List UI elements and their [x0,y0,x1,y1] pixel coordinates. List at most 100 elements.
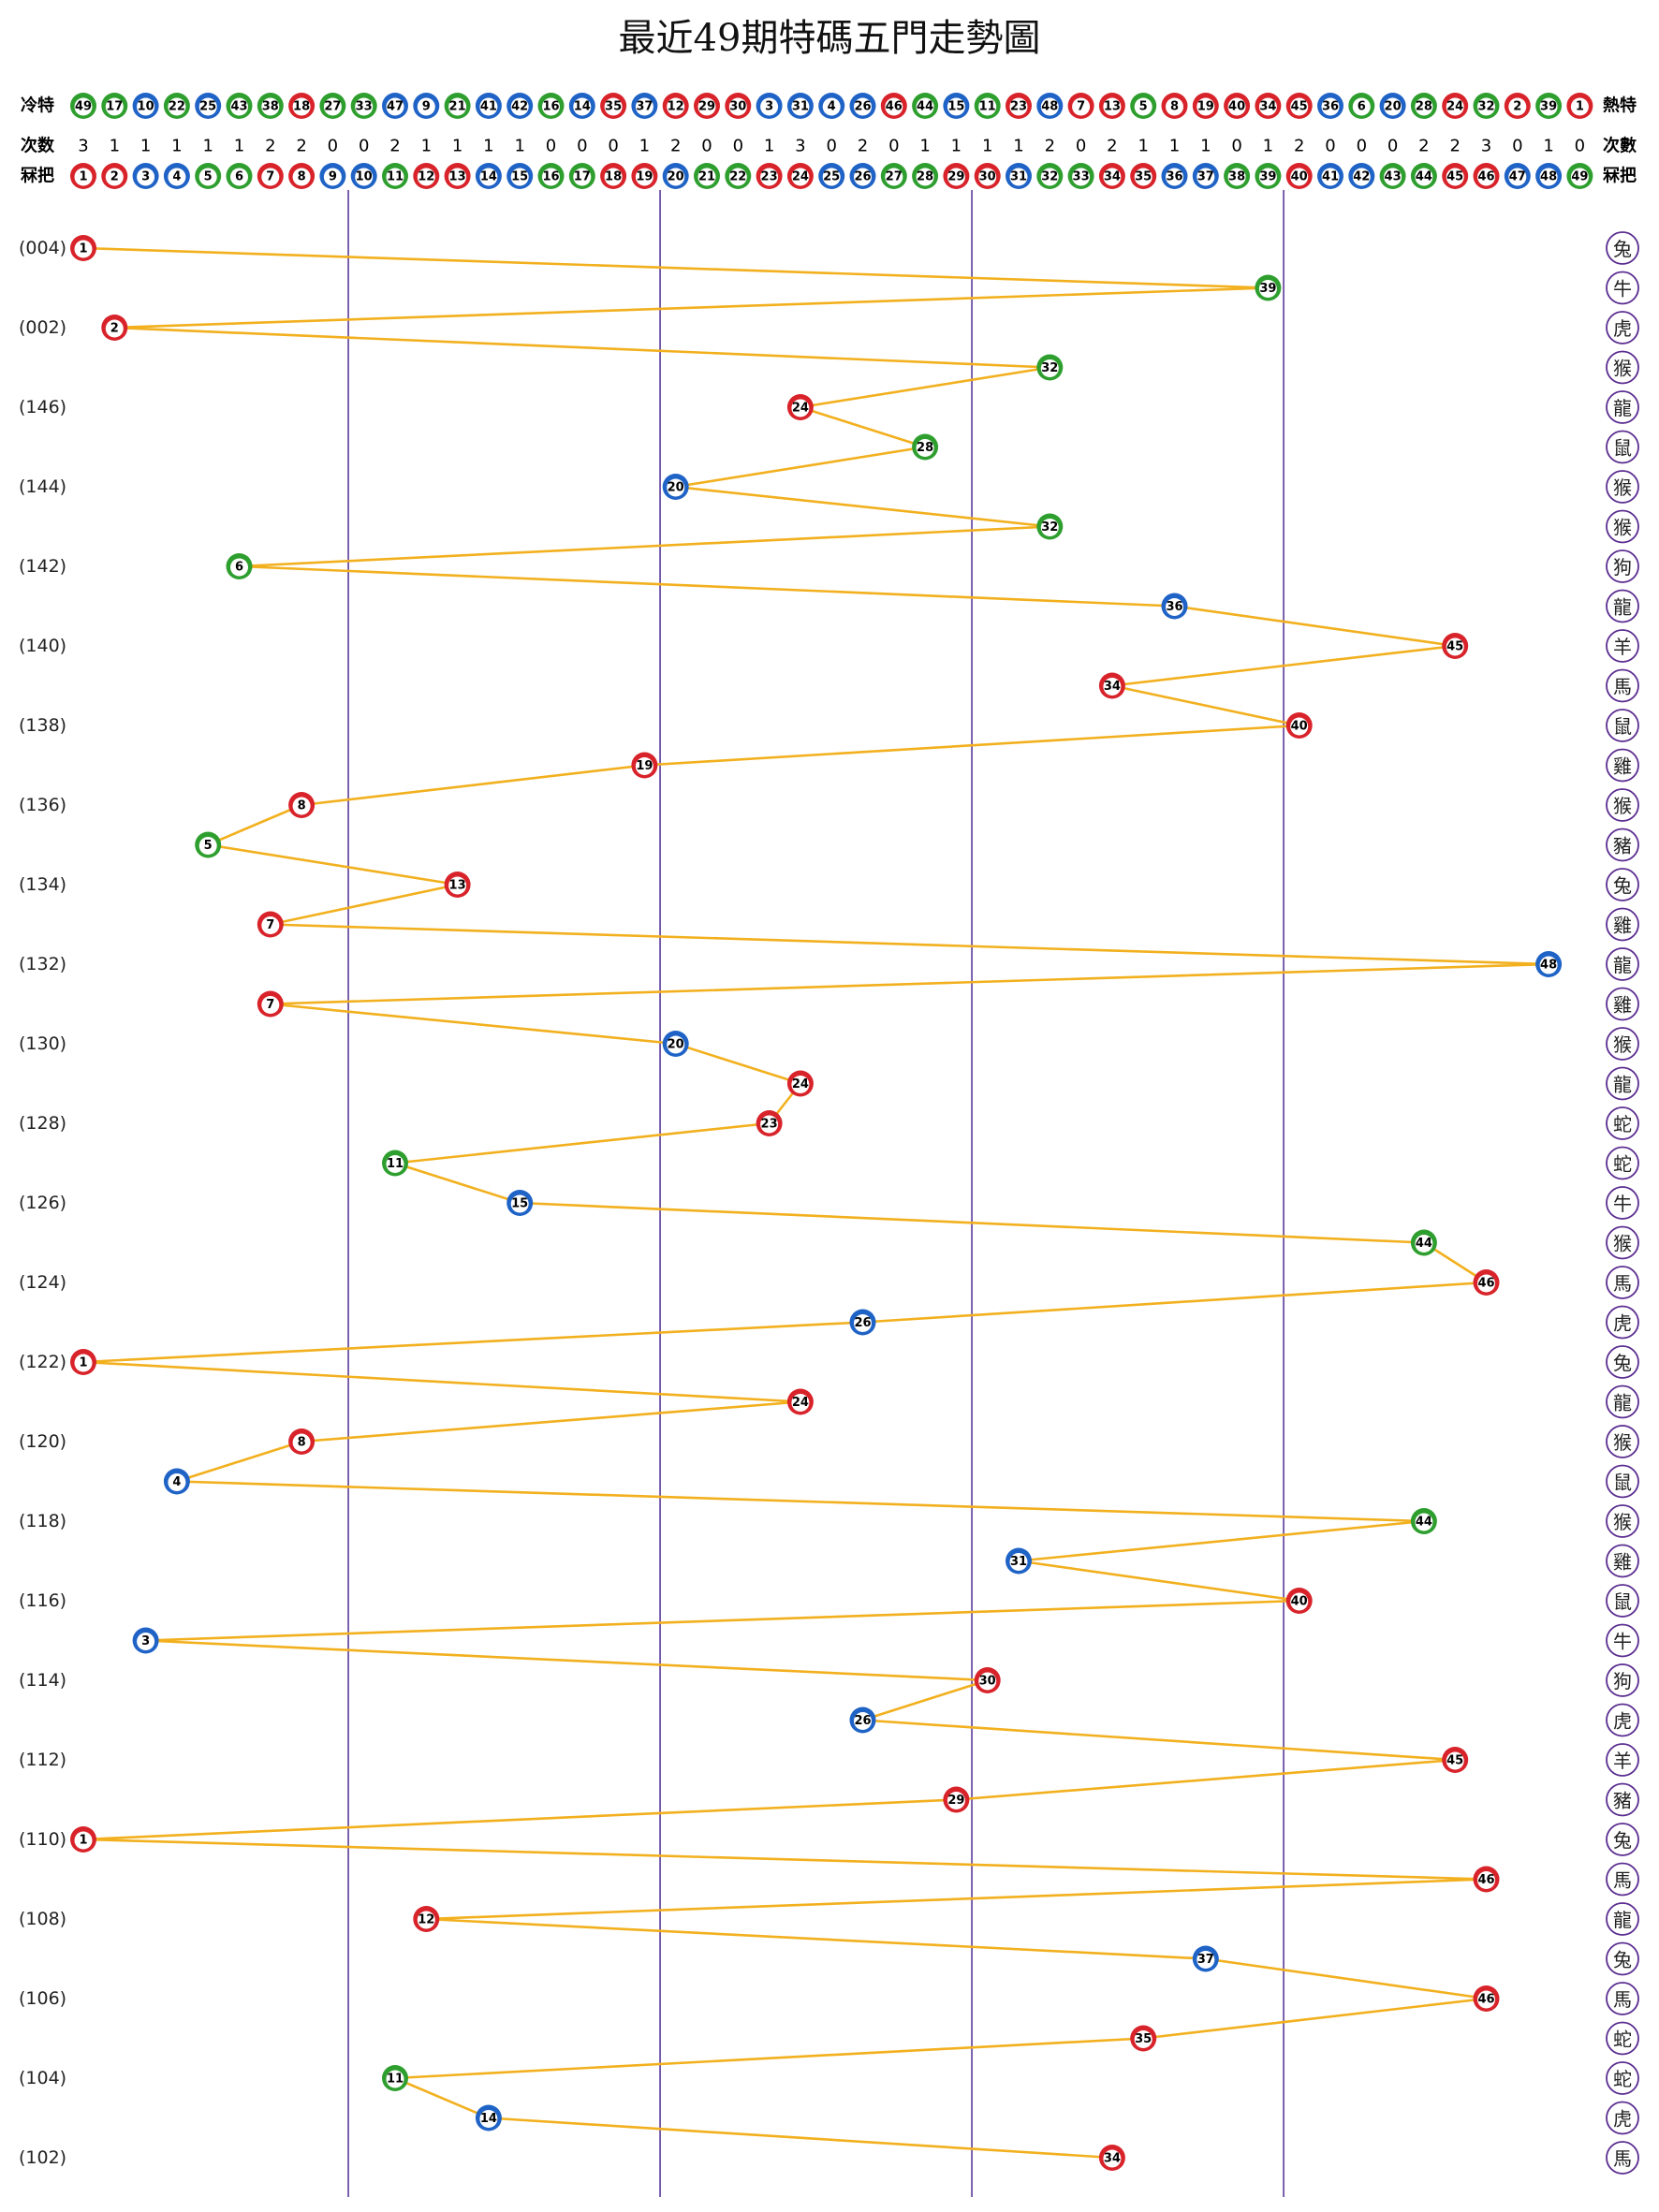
ball-face [791,1394,810,1412]
ball-number: 23 [1010,100,1027,114]
ball-face [978,168,997,186]
ball-face [74,1354,93,1372]
zodiac-mark: 馬 [1606,1982,1639,2015]
draw-ball: 6 [226,553,253,579]
ball-face [697,97,716,116]
ball-number: 35 [1135,2032,1152,2046]
ball-number: 27 [324,100,341,114]
zodiac-ring [1606,1782,1639,1817]
draw-ball: 7 [257,911,284,938]
ball-number: 29 [947,1794,964,1808]
count-value: 1 [421,137,432,156]
zodiac-mark: 雞 [1606,1544,1639,1578]
draw-ball: 11 [382,2065,408,2091]
ball-number: 1 [1576,100,1584,114]
draw-ball: 40 [1285,1588,1313,1614]
zodiac-label: 龍 [1613,397,1632,419]
zodiac-mark: 馬 [1606,668,1639,703]
zodiac-ring [1606,1305,1639,1340]
ball-number: 8 [298,170,306,184]
ball-number: 7 [266,170,274,184]
period-label: (112) [19,1750,66,1770]
draw-ball: 31 [1006,1547,1032,1575]
count-value: 0 [546,137,556,156]
zodiac-ring [1606,589,1639,623]
ball-face [1321,168,1340,186]
cold-hot-ball: 15 [943,93,970,119]
ball-number: 32 [1041,361,1058,375]
zodiac-ring [1606,828,1639,862]
header-number-ball: 39 [1255,163,1282,189]
ball-face [573,97,592,116]
ball-face [916,168,934,186]
count-value: 0 [733,137,743,156]
ball-face [1134,168,1152,186]
ball-number: 38 [1228,170,1245,184]
zodiac-mark: 羊 [1606,1743,1639,1777]
zodiac-ring [1606,1584,1639,1618]
ball-number: 18 [605,170,622,184]
zodiac-ring [1606,1743,1639,1777]
ball-face [542,97,560,116]
ball-number: 45 [1291,100,1308,114]
zodiac-ring [1606,509,1639,544]
count-value: 1 [202,137,213,156]
zodiac-ring [1606,1504,1639,1538]
period-label: (102) [19,2147,66,2168]
zodiac-ring [1606,271,1639,305]
zodiac-label: 蛇 [1613,1113,1632,1135]
ball-number: 24 [792,1077,809,1091]
count-value: 0 [359,137,369,156]
zodiac-label: 猴 [1613,1431,1632,1454]
draw-ball: 44 [1410,1508,1437,1534]
ball-face [1290,97,1309,116]
count-value: 1 [1263,137,1273,156]
ball-number: 5 [1139,100,1148,114]
draw-ball: 19 [631,752,658,779]
cold-hot-ball: 32 [1473,93,1500,119]
zodiac-label: 鼠 [1613,1472,1632,1494]
count-value: 0 [1076,137,1086,156]
zodiac-label: 雞 [1613,994,1632,1017]
ball-number: 34 [1104,680,1121,694]
ball-face [230,168,248,186]
ball-face [74,168,93,186]
ball-face [635,97,653,116]
ball-number: 15 [947,100,964,114]
cold-label: 冷特 [21,95,54,116]
cold-hot-ball: 48 [1036,93,1064,119]
ball-face [1539,956,1558,974]
ball-number: 8 [298,1436,306,1450]
zodiac-ring [1606,470,1639,504]
count-value: 1 [452,137,462,156]
zodiac-label: 兔 [1613,238,1632,260]
zodiac-label: 虎 [1613,2108,1632,2131]
ball-face [1040,168,1059,186]
zodiac-label: 雞 [1613,755,1632,778]
number-label-right: 冧把 [1603,166,1637,186]
count-value: 1 [140,137,151,156]
zodiac-label: 蛇 [1613,2068,1632,2090]
ball-number: 2 [1513,100,1521,114]
header-number-ball: 18 [600,163,627,189]
period-label: (118) [19,1511,66,1531]
ball-face [1415,1235,1433,1252]
ball-face [854,1314,872,1332]
ball-number: 14 [480,170,497,184]
ball-number: 33 [356,100,373,114]
ball-number: 26 [854,1714,871,1728]
zodiac-ring [1606,668,1639,703]
header-number-ball: 12 [413,163,440,189]
zodiac-ring [1606,788,1639,822]
ball-number: 47 [1509,170,1526,184]
count-value: 0 [1325,137,1335,156]
header-number-ball: 10 [350,163,377,189]
ball-number: 23 [761,1118,778,1132]
ball-face [573,168,592,186]
ball-face [1539,168,1558,186]
ball-number: 40 [1291,170,1308,184]
ball-number: 4 [828,100,836,114]
zodiac-ring [1606,231,1639,265]
zodiac-label: 羊 [1613,636,1632,658]
period-label: (132) [19,954,66,974]
